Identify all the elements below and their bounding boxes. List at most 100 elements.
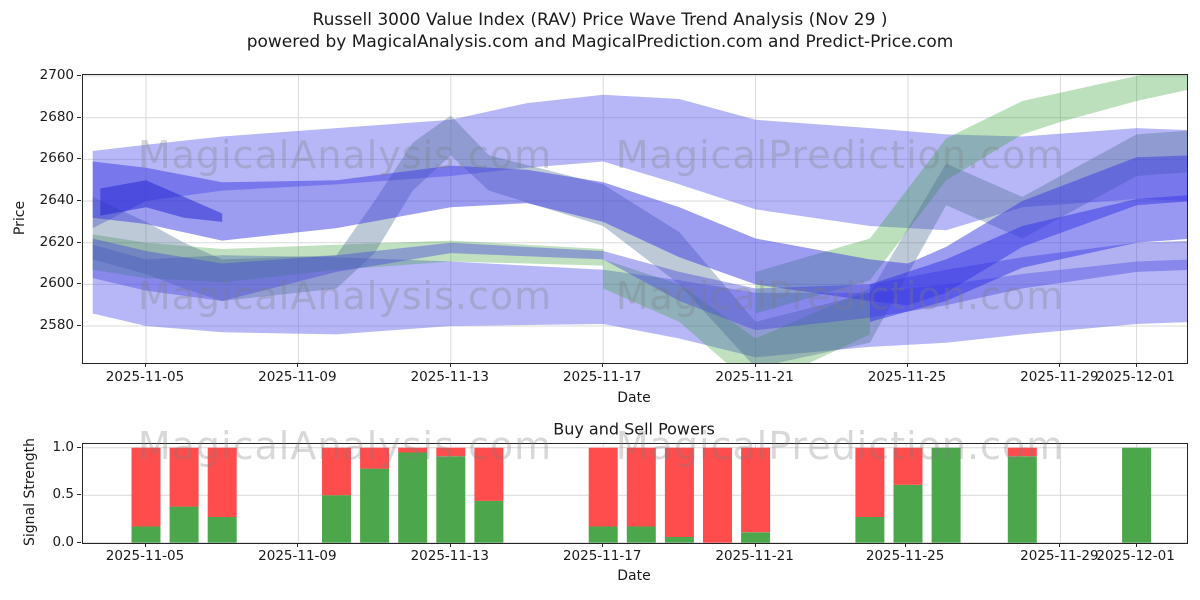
y-tick-label: 2660 [39, 150, 74, 167]
buy-bar-segment [131, 526, 161, 543]
buy-bar-segment [1007, 456, 1037, 543]
buy-bar-segment [436, 456, 466, 543]
watermark-prediction: MagicalPrediction.com [615, 274, 1065, 318]
buy-bar-segment [664, 537, 694, 543]
price-axis-label: Price [12, 200, 28, 236]
y-tick-label: 2580 [39, 317, 74, 334]
watermark-prediction: MagicalPrediction.com [615, 424, 1065, 468]
tick-mark [77, 200, 81, 201]
date-axis-label-bottom: Date [617, 568, 651, 584]
tick-mark [77, 325, 81, 326]
sell-bar-segment [626, 447, 656, 527]
tick-mark [77, 242, 81, 243]
buy-bar-segment [626, 526, 656, 543]
x-tick-label: 2025-11-17 [562, 548, 642, 564]
tick-mark [77, 75, 81, 76]
y-tick-label: 2600 [39, 275, 74, 292]
buy-bar-segment [207, 517, 237, 543]
x-tick-label: 2025-11-25 [865, 548, 945, 564]
forecast-envelope-lower [92, 244, 1187, 358]
buy-bar-segment [855, 517, 885, 543]
sell-bar-segment [893, 447, 923, 485]
y-tick-label: 0.0 [52, 533, 74, 550]
tick-mark [450, 363, 451, 367]
x-tick-label: 2025-11-05 [105, 369, 185, 385]
sell-bar-segment [207, 447, 237, 517]
sell-bar-segment [360, 447, 390, 469]
y-tick-label: 2680 [39, 108, 74, 125]
y-tick-label: 2620 [39, 233, 74, 250]
mid-band-upper [92, 155, 1187, 306]
buy-bar-segment [398, 452, 428, 543]
tick-mark [145, 543, 146, 547]
x-tick-label: 2025-11-29 [1020, 369, 1099, 385]
x-tick-label: 2025-11-05 [105, 548, 185, 564]
buy-bar-segment [1122, 447, 1152, 543]
forecast-envelope-upper [92, 94, 1187, 231]
x-tick-label: 2025-11-21 [715, 369, 794, 385]
x-tick-label: 2025-11-21 [715, 548, 794, 564]
sell-bar-segment [131, 447, 161, 527]
figure-title: Russell 3000 Value Index (RAV) Price Wav… [312, 10, 888, 30]
sell-bar-segment [664, 447, 694, 537]
date-axis-label-top: Date [617, 390, 651, 406]
buy-bar-segment [360, 468, 390, 543]
x-tick-label: 2025-11-29 [1020, 548, 1099, 564]
watermark-analysis: MagicalAnalysis.com [137, 274, 553, 318]
buy-sell-plot [82, 443, 1188, 544]
sell-bar-segment [1007, 447, 1037, 457]
sell-bar-segment [855, 447, 885, 517]
green-wave-rise [755, 75, 1187, 314]
buy-bar-segment [474, 500, 504, 543]
tick-mark [1136, 363, 1137, 367]
x-tick-label: 2025-12-01 [1096, 369, 1175, 385]
buy-sell-title: Buy and Sell Powers [553, 419, 715, 439]
tick-mark [1059, 543, 1060, 547]
tick-mark [907, 363, 908, 367]
watermark-analysis: MagicalAnalysis.com [137, 424, 553, 468]
green-wave-left [92, 234, 604, 283]
sell-bar-segment [398, 447, 428, 453]
slate-wave [92, 115, 1187, 363]
tick-mark [77, 447, 81, 448]
y-tick-label: 2700 [39, 67, 74, 84]
watermark-prediction: MagicalPrediction.com [615, 133, 1065, 177]
tick-mark [77, 494, 81, 495]
sell-bar-segment [436, 447, 466, 457]
buy-bar-segment [741, 532, 771, 543]
tick-mark [297, 363, 298, 367]
figure-subtitle: powered by MagicalAnalysis.com and Magic… [246, 32, 954, 52]
buy-bar-segment [931, 447, 961, 543]
tick-mark [602, 543, 603, 547]
tick-mark [297, 543, 298, 547]
tick-mark [755, 543, 756, 547]
buy-bar-segment [893, 484, 923, 543]
x-tick-label: 2025-12-01 [1096, 548, 1175, 564]
tick-mark [450, 543, 451, 547]
sell-bar-segment [741, 447, 771, 533]
buy-bar-segment [322, 495, 351, 543]
y-tick-label: 0.5 [52, 486, 74, 503]
tick-mark [905, 543, 906, 547]
tick-mark [77, 283, 81, 284]
sell-bar-segment [703, 447, 732, 543]
x-tick-label: 2025-11-09 [258, 548, 337, 564]
x-tick-label: 2025-11-25 [867, 369, 947, 385]
green-wave-dip [603, 259, 870, 363]
sell-bar-segment [588, 447, 618, 527]
buy-bar-segment [588, 526, 618, 543]
tick-mark [77, 117, 81, 118]
tick-mark [77, 542, 81, 543]
x-tick-label: 2025-11-13 [410, 548, 490, 564]
bright-band-right [869, 195, 1187, 322]
sell-bar-segment [322, 447, 351, 496]
tick-mark [755, 363, 756, 367]
y-tick-label: 2640 [39, 192, 74, 209]
tick-mark [602, 363, 603, 367]
sell-bar-segment [474, 447, 504, 501]
x-tick-label: 2025-11-13 [410, 369, 490, 385]
tick-mark [77, 158, 81, 159]
x-tick-label: 2025-11-17 [562, 369, 642, 385]
price-wave-plot [82, 74, 1188, 364]
